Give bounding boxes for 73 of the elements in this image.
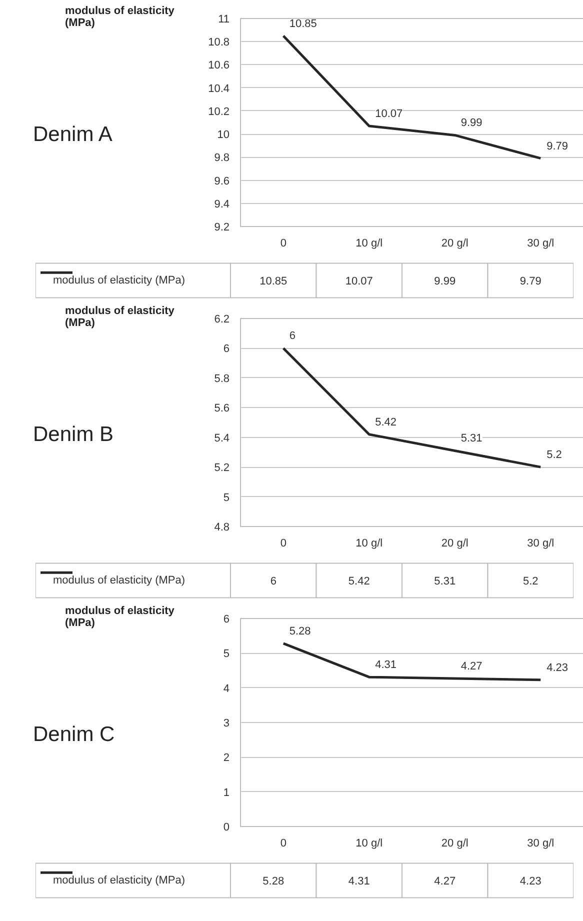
y-axis-title: modulus of elasticity (MPa) <box>65 5 176 29</box>
line-series <box>282 346 542 468</box>
y-tick-label: 11 <box>218 14 230 26</box>
y-tick-label: 6.2 <box>214 314 230 326</box>
y-tick-label: 9.8 <box>214 152 230 164</box>
y-tick-label: 2 <box>223 752 230 764</box>
y-tick-label: 5.4 <box>214 432 230 444</box>
y-tick-label: 10.2 <box>208 106 230 118</box>
data-label: 4.31 <box>375 659 397 672</box>
text: 5.31 <box>434 576 456 588</box>
x-tick-label: 20 g/l <box>441 238 468 250</box>
text: 4.27 <box>434 876 456 888</box>
y-tick-label: 10 <box>217 129 230 142</box>
y-tick-label: 3 <box>223 718 230 730</box>
text: Denim A <box>33 122 112 148</box>
text: 5.42 <box>348 576 370 588</box>
y-tick-label: 6 <box>223 614 230 626</box>
y-tick-label: 1 <box>223 786 230 799</box>
x-tick-label: 10 g/l <box>356 238 383 250</box>
legend-label: modulus of elasticity (MPa) <box>53 274 186 286</box>
x-tick-label: 0 <box>280 238 286 250</box>
x-tick-label: 10 g/l <box>356 838 383 850</box>
text: 9.99 <box>434 276 456 288</box>
y-tick-label: 5.6 <box>214 402 230 415</box>
text: 5.2 <box>522 576 538 588</box>
y-tick-label: 9.2 <box>214 222 230 234</box>
y-tick-label: 4.8 <box>214 522 230 534</box>
y-tick-label: 10.6 <box>208 60 230 72</box>
x-tick-label: 20 g/l <box>441 538 468 550</box>
x-tick-label: 30 g/l <box>527 238 554 250</box>
x-tick-label: 10 g/l <box>356 538 383 550</box>
data-label: 9.79 <box>546 140 568 152</box>
data-label: 5.31 <box>460 432 482 445</box>
data-label: 5.42 <box>375 416 397 428</box>
y-axis-title: modulus of elasticity (MPa) <box>65 605 176 629</box>
data-label: 5.28 <box>289 625 311 638</box>
y-tick-label: 10.4 <box>208 82 230 95</box>
legend-label: modulus of elasticity (MPa) <box>53 574 186 586</box>
x-tick-label: 0 <box>280 538 286 550</box>
legend-label: modulus of elasticity (MPa) <box>53 874 186 886</box>
text: 5.28 <box>262 876 284 888</box>
y-tick-label: 5 <box>223 492 230 504</box>
text: Denim B <box>33 422 114 448</box>
text: 9.79 <box>520 276 542 288</box>
line-series <box>282 34 542 160</box>
text: 10.85 <box>260 276 288 288</box>
data-label: 5.2 <box>546 449 562 462</box>
y-tick-label: 6 <box>223 343 230 356</box>
y-tick-label: 9.6 <box>214 175 230 188</box>
y-tick-label: 5 <box>223 648 230 660</box>
y-tick-label: 0 <box>223 822 230 834</box>
data-label: 10.07 <box>375 108 403 120</box>
data-label: 9.99 <box>460 117 482 130</box>
y-tick-label: 5.2 <box>214 462 230 474</box>
data-label: 10.85 <box>289 18 317 30</box>
x-tick-label: 30 g/l <box>527 538 554 550</box>
y-axis-title: modulus of elasticity (MPa) <box>65 305 176 329</box>
text: 6 <box>270 576 276 588</box>
x-tick-label: 0 <box>280 838 286 850</box>
text: 4.23 <box>520 876 542 888</box>
data-label: 4.27 <box>460 660 482 672</box>
x-tick-label: 30 g/l <box>527 838 554 850</box>
line-series <box>282 642 542 682</box>
y-tick-label: 9.4 <box>214 198 230 210</box>
y-tick-label: 10.8 <box>208 36 230 49</box>
x-tick-label: 20 g/l <box>441 838 468 850</box>
data-label: 6 <box>289 330 296 342</box>
text: Denim C <box>33 722 115 748</box>
text: 4.31 <box>348 876 370 888</box>
data-label: 4.23 <box>546 662 568 674</box>
text: 10.07 <box>345 276 373 288</box>
y-tick-label: 5.8 <box>214 372 230 385</box>
y-tick-label: 4 <box>223 682 230 695</box>
